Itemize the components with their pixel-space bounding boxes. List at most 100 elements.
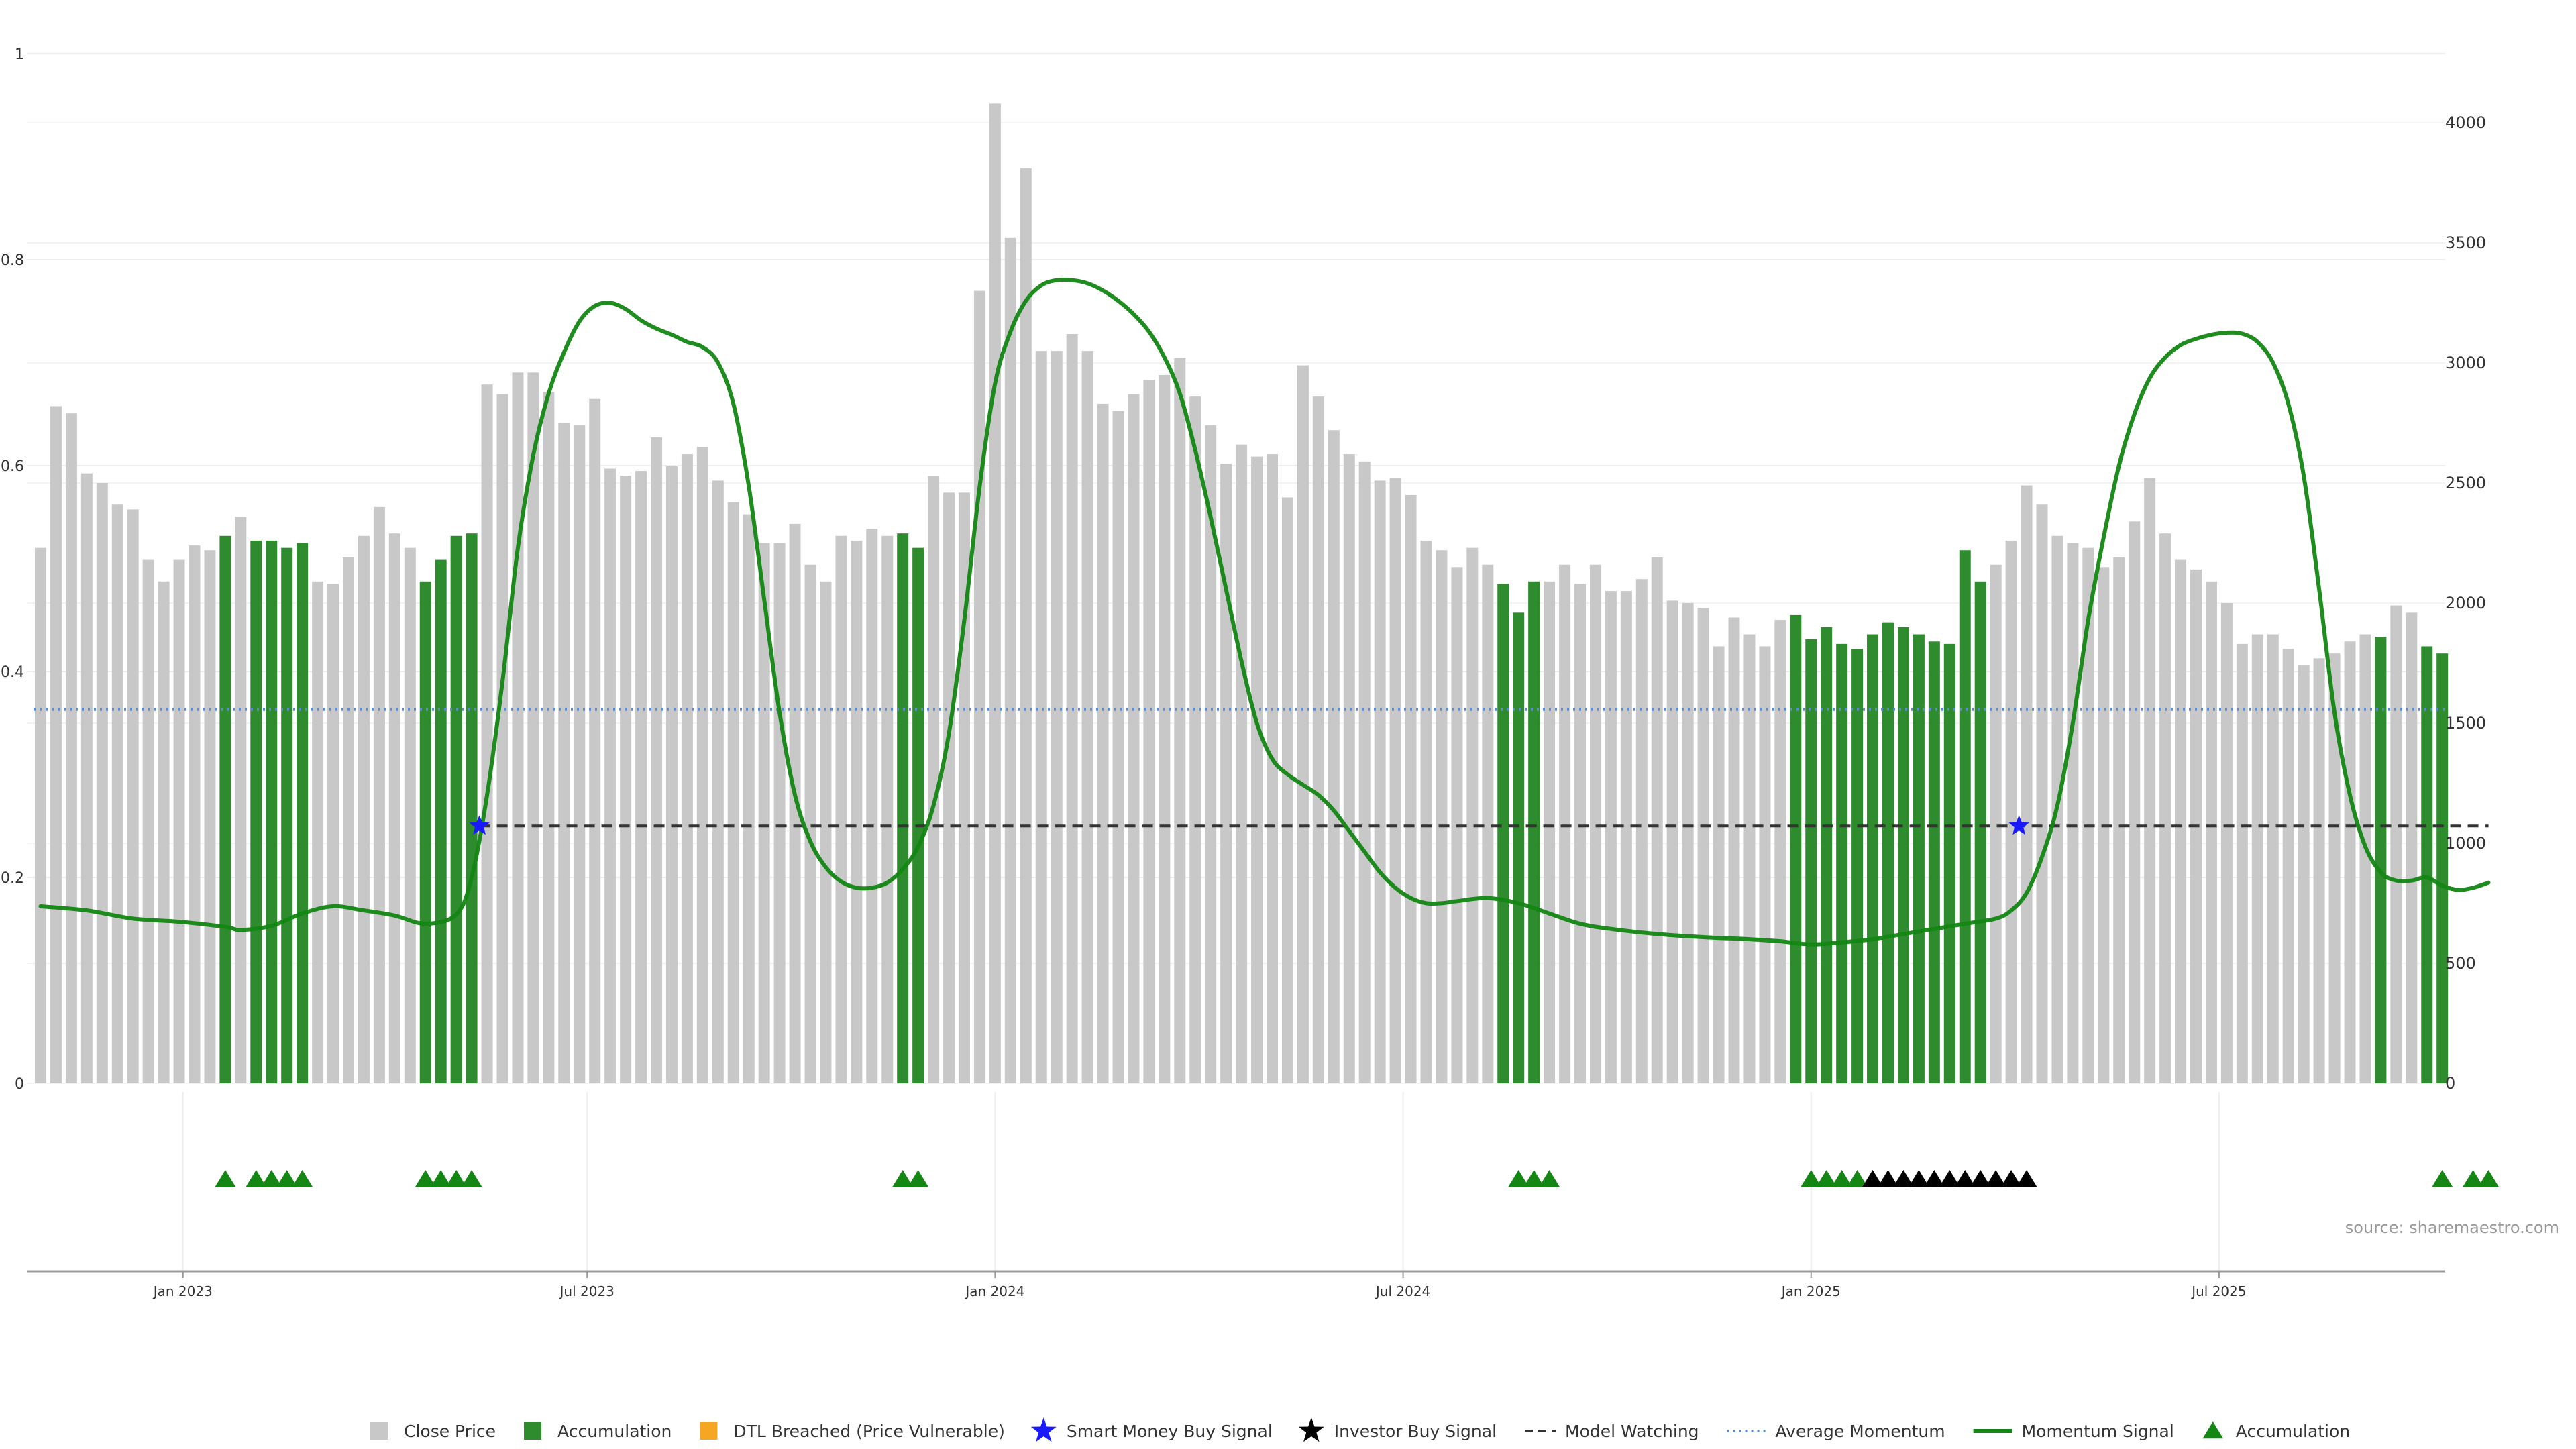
right-tick-label: 0 bbox=[2445, 1074, 2455, 1093]
x-tick-label: Jan 2025 bbox=[1780, 1283, 1841, 1299]
close-price-bar bbox=[943, 492, 955, 1083]
accumulation-bar bbox=[1913, 634, 1925, 1083]
close-price-bar bbox=[651, 437, 662, 1083]
close-price-bar bbox=[1436, 550, 1448, 1083]
accumulation-marker bbox=[1539, 1170, 1560, 1187]
accumulation-bar bbox=[1497, 584, 1509, 1083]
momentum-signal-line bbox=[38, 277, 2491, 947]
close-price-bar bbox=[1544, 581, 1556, 1083]
investor-marker bbox=[2000, 1170, 2022, 1187]
right-tick-label: 2000 bbox=[2445, 594, 2486, 612]
accumulation-bar bbox=[1805, 639, 1817, 1083]
close-price-bar bbox=[574, 425, 586, 1083]
legend-label: Average Momentum bbox=[1776, 1421, 1945, 1441]
close-price-bar bbox=[1574, 584, 1586, 1083]
investor-marker bbox=[1878, 1170, 1898, 1187]
close-price-bar bbox=[2036, 504, 2048, 1083]
close-price-bar bbox=[1559, 564, 1571, 1083]
legend-label: Smart Money Buy Signal bbox=[1067, 1421, 1273, 1441]
close-price-bar bbox=[111, 504, 123, 1083]
right-tick-label: 2500 bbox=[2445, 474, 2486, 492]
close-price-bar bbox=[2175, 559, 2187, 1083]
accumulation-bar bbox=[1897, 627, 1909, 1083]
close-price-bar bbox=[773, 543, 786, 1083]
close-price-bar bbox=[1267, 454, 1278, 1083]
signal-markers bbox=[215, 815, 2499, 1187]
close-price-bar bbox=[712, 480, 724, 1083]
right-tick-label: 1000 bbox=[2445, 834, 2486, 853]
close-price-bar bbox=[2267, 634, 2279, 1083]
close-price-bar bbox=[2129, 521, 2141, 1083]
close-price-bar bbox=[2390, 605, 2402, 1083]
accumulation-bar bbox=[297, 543, 309, 1083]
accumulation-bar bbox=[435, 559, 447, 1083]
close-price-bar bbox=[743, 514, 755, 1083]
close-price-bar bbox=[358, 535, 370, 1083]
right-tick-label: 3500 bbox=[2445, 233, 2486, 252]
close-price-bar bbox=[881, 535, 894, 1083]
accumulation-bar bbox=[450, 535, 462, 1083]
accumulation-marker bbox=[2432, 1170, 2453, 1187]
accumulation-marker bbox=[908, 1170, 929, 1187]
close-price-bar bbox=[2082, 547, 2094, 1083]
close-price-bar bbox=[1328, 430, 1340, 1083]
close-price-bar bbox=[312, 581, 324, 1083]
close-price-bar bbox=[1651, 557, 1663, 1083]
close-price-bar bbox=[2406, 612, 2418, 1083]
accumulation-marker bbox=[1816, 1170, 1837, 1187]
accumulation-bar bbox=[281, 547, 293, 1083]
accumulation-bar bbox=[419, 581, 431, 1083]
legend-item: Accumulation bbox=[524, 1421, 672, 1441]
close-price-bar bbox=[96, 483, 108, 1083]
source-label: source: sharemaestro.com bbox=[2345, 1218, 2559, 1237]
close-price-bar bbox=[127, 509, 139, 1083]
close-price-bar bbox=[373, 506, 385, 1083]
left-tick-label: 1 bbox=[15, 46, 24, 63]
close-price-bar bbox=[2159, 533, 2171, 1083]
close-price-bar bbox=[1405, 494, 1417, 1083]
close-price-bar bbox=[973, 290, 985, 1084]
close-price-bar bbox=[1389, 478, 1401, 1083]
accumulation-bar bbox=[2421, 646, 2433, 1083]
accumulation-bar bbox=[1528, 581, 1540, 1083]
close-price-bar bbox=[65, 413, 77, 1083]
legend-swatch bbox=[524, 1422, 542, 1440]
close-price-bar bbox=[1605, 591, 1617, 1083]
accumulation-bar bbox=[2375, 637, 2387, 1083]
close-price-bar bbox=[1220, 464, 1232, 1083]
close-price-bar bbox=[343, 557, 354, 1083]
x-tick-label: Jan 2024 bbox=[964, 1283, 1024, 1299]
accumulation-bar bbox=[1790, 614, 1802, 1083]
close-price-bar bbox=[2220, 603, 2233, 1083]
investor-marker bbox=[1862, 1170, 1883, 1187]
investor-marker bbox=[1923, 1170, 1945, 1187]
accumulation-marker bbox=[1831, 1170, 1853, 1187]
accumulation-marker bbox=[276, 1170, 298, 1187]
legend-item: Model Watching bbox=[1525, 1421, 1699, 1441]
left-tick-label: 0.2 bbox=[1, 870, 24, 887]
legend-item: DTL Breached (Price Vulnerable) bbox=[700, 1421, 1005, 1441]
close-price-bar bbox=[50, 406, 62, 1083]
close-price-bar bbox=[1420, 540, 1432, 1083]
close-price-bar bbox=[604, 468, 616, 1083]
close-price-bar bbox=[696, 447, 708, 1083]
accumulation-marker bbox=[1523, 1170, 1545, 1187]
accumulation-bar bbox=[466, 533, 478, 1083]
close-price-bar bbox=[2251, 634, 2263, 1083]
close-price-bar bbox=[189, 545, 201, 1083]
accumulation-marker bbox=[430, 1170, 451, 1187]
investor-marker bbox=[1909, 1170, 1929, 1187]
close-price-bar bbox=[527, 372, 539, 1083]
close-price-bar bbox=[543, 391, 555, 1084]
close-price-bar bbox=[512, 372, 524, 1083]
close-price-bar bbox=[1035, 351, 1047, 1083]
close-price-bar bbox=[558, 423, 570, 1083]
close-price-bar bbox=[1620, 591, 1632, 1083]
accumulation-bar bbox=[1851, 649, 1864, 1083]
close-price-bar bbox=[620, 476, 632, 1083]
legend-star-icon bbox=[1030, 1417, 1057, 1442]
investor-marker bbox=[2016, 1170, 2037, 1187]
close-price-bar bbox=[1297, 365, 1309, 1083]
close-price-bar bbox=[1081, 351, 1093, 1083]
